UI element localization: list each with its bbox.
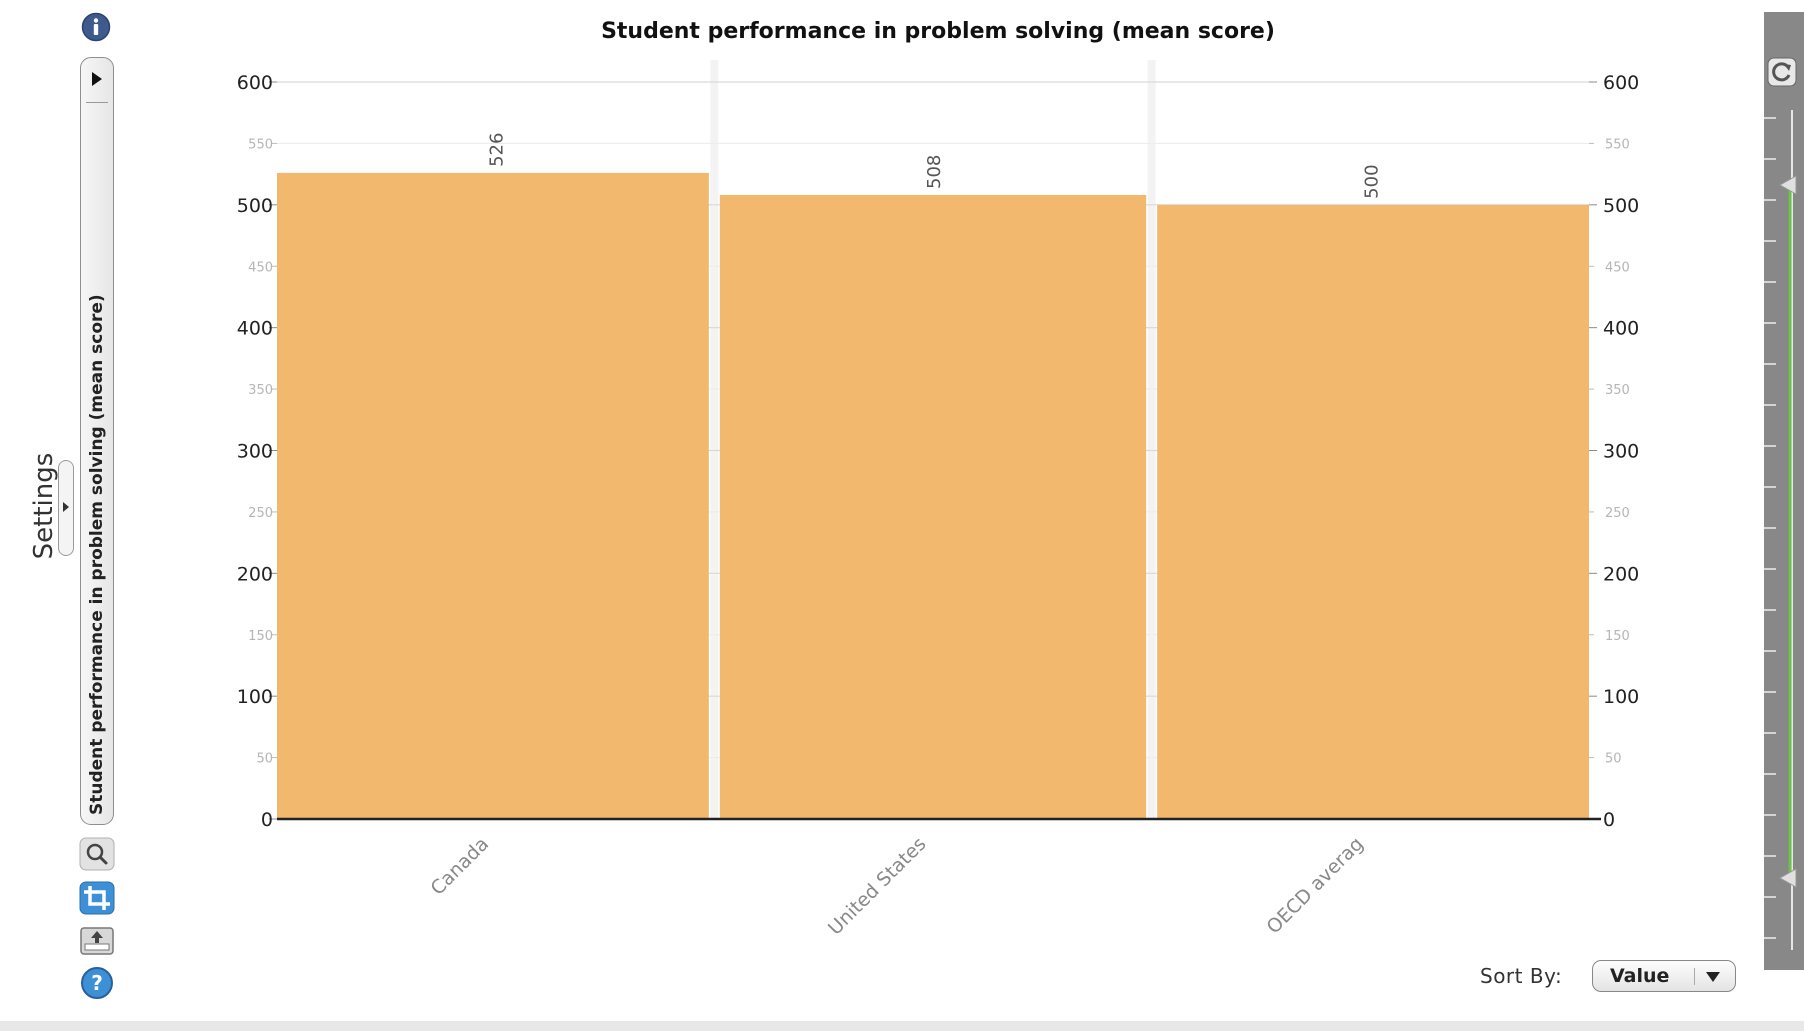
y-tick-label-left: 300 xyxy=(237,441,273,463)
y-tick-label-left: 0 xyxy=(261,809,273,831)
y-minor-label-left: 50 xyxy=(256,752,273,767)
data-label: 526 xyxy=(487,133,508,167)
search-icon[interactable] xyxy=(79,837,115,871)
svg-text:?: ? xyxy=(91,971,103,995)
y-tick-label-right: 500 xyxy=(1603,195,1639,217)
sort-selected-value: Value xyxy=(1610,965,1670,987)
zoom-slider[interactable] xyxy=(1764,100,1804,960)
y-tick-label-right: 400 xyxy=(1603,318,1639,340)
zoom-slider-panel xyxy=(1764,12,1804,970)
tab-divider xyxy=(86,102,108,103)
bars-layer: 526 508 500 xyxy=(277,133,1589,820)
y-tick-label-left: 500 xyxy=(237,195,273,217)
bottom-strip xyxy=(0,1021,1804,1031)
y-minor-label-right: 450 xyxy=(1605,260,1630,275)
reset-zoom-icon[interactable] xyxy=(1766,56,1798,88)
x-tick-label: Canada xyxy=(427,833,494,900)
y-minor-label-right: 350 xyxy=(1605,383,1630,398)
data-label: 500 xyxy=(1361,164,1382,198)
y-tick-label-left: 100 xyxy=(237,686,273,708)
export-icon[interactable] xyxy=(79,924,115,958)
y-tick-label-left: 400 xyxy=(237,318,273,340)
sort-dropdown[interactable]: Value xyxy=(1592,960,1736,992)
y-tick-label-right: 600 xyxy=(1603,72,1639,94)
crop-icon[interactable] xyxy=(79,881,115,915)
y-minor-label-left: 350 xyxy=(248,383,273,398)
dropdown-divider xyxy=(1694,968,1695,985)
caret-right-icon xyxy=(63,502,69,512)
x-tick-label: OECD averag xyxy=(1263,833,1368,938)
y-tick-label-right: 300 xyxy=(1603,441,1639,463)
y-minor-label-left: 550 xyxy=(248,137,273,152)
y-tick-label-left: 600 xyxy=(237,72,273,94)
data-label: 508 xyxy=(924,155,945,189)
sort-label: Sort By: xyxy=(1480,964,1563,988)
y-minor-label-right: 550 xyxy=(1605,137,1630,152)
y-minor-label-left: 250 xyxy=(248,506,273,521)
y-minor-label-left: 150 xyxy=(248,629,273,644)
help-icon[interactable]: ? xyxy=(79,966,115,1000)
y-tick-label-left: 200 xyxy=(237,563,273,585)
chevron-down-icon[interactable] xyxy=(1706,972,1720,982)
slot-separator xyxy=(1147,60,1156,819)
y-tick-label-right: 100 xyxy=(1603,686,1639,708)
slider-handle-top[interactable] xyxy=(1778,175,1797,195)
info-icon[interactable] xyxy=(81,12,111,42)
chart-tab[interactable] xyxy=(80,57,114,825)
bar-united-states[interactable] xyxy=(719,195,1147,820)
x-tick-label: United States xyxy=(824,833,931,940)
slot-separator xyxy=(710,60,719,819)
play-icon[interactable] xyxy=(92,72,102,86)
bar-canada[interactable] xyxy=(277,172,709,819)
y-minor-label-right: 250 xyxy=(1605,506,1630,521)
settings-toggle-button[interactable] xyxy=(58,460,74,556)
y-tick-label-right: 0 xyxy=(1603,809,1615,831)
y-tick-label-right: 200 xyxy=(1603,563,1639,585)
y-minor-label-left: 450 xyxy=(248,260,273,275)
bar-oecd-averag[interactable] xyxy=(1157,204,1589,820)
chart-title: Student performance in problem solving (… xyxy=(601,19,1275,44)
y-minor-label-right: 50 xyxy=(1605,752,1622,767)
y-minor-label-right: 150 xyxy=(1605,629,1630,644)
slider-handle-bottom[interactable] xyxy=(1778,868,1797,888)
